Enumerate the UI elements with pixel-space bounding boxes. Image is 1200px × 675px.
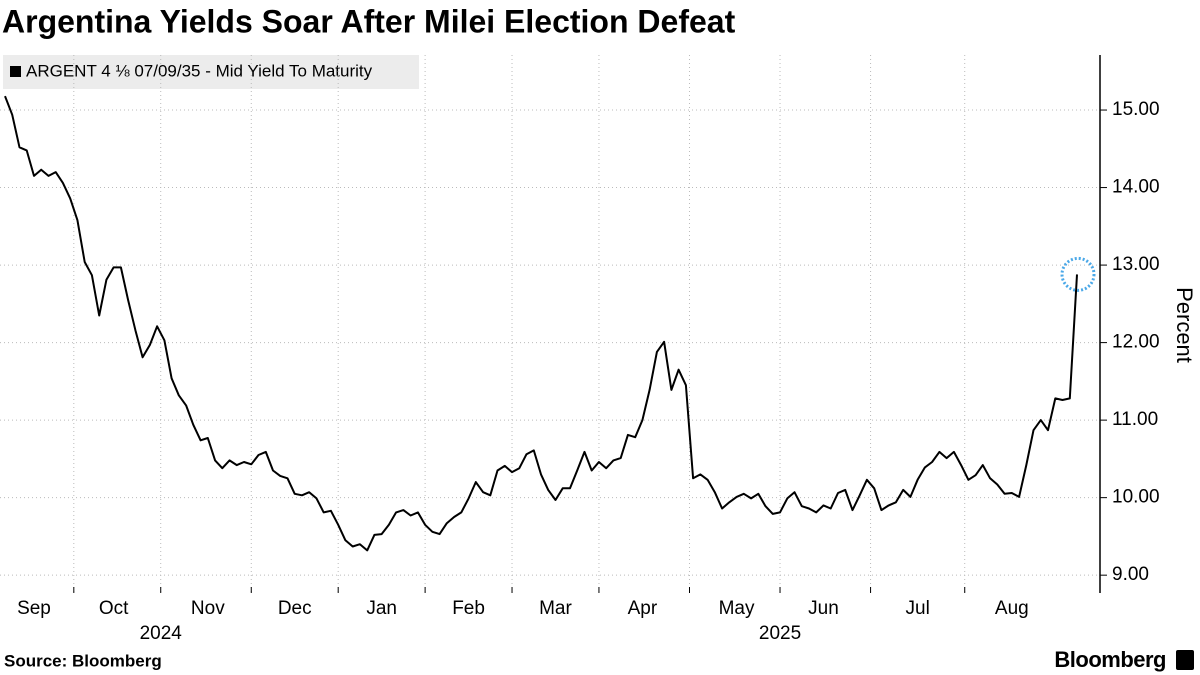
- x-tick-label: Jul: [906, 598, 930, 619]
- x-tick-label: Feb: [452, 598, 485, 619]
- legend-label: ARGENT 4 ⅛ 07/09/35 - Mid Yield To Matur…: [26, 61, 373, 80]
- last-point-marker: [1060, 256, 1096, 292]
- y-tick-label: 11.00: [1112, 409, 1158, 430]
- y-tick-label: 12.00: [1112, 332, 1160, 353]
- legend-box: [3, 55, 419, 89]
- y-tick-label: 10.00: [1112, 487, 1160, 508]
- x-tick-label: Jun: [808, 598, 839, 619]
- x-tick-label: Oct: [99, 598, 129, 619]
- x-tick-label: Apr: [628, 598, 658, 619]
- x-tick-label: May: [719, 598, 755, 619]
- brand: Bloomberg: [1054, 647, 1166, 672]
- y-axis-label: Percent: [1172, 287, 1197, 363]
- y-tick-label: 14.00: [1112, 177, 1160, 198]
- legend-swatch: [10, 66, 21, 77]
- chart-title: Argentina Yields Soar After Milei Electi…: [2, 3, 736, 39]
- x-tick-label: Mar: [539, 598, 572, 619]
- y-tick-label: 9.00: [1112, 564, 1149, 585]
- x-tick-label: Nov: [191, 598, 225, 619]
- brand-icon: [1176, 650, 1194, 670]
- y-tick-label: 13.00: [1112, 254, 1160, 275]
- year-label: 2025: [759, 623, 801, 644]
- x-tick-label: Dec: [278, 598, 312, 619]
- x-tick-label: Aug: [995, 598, 1029, 619]
- line: [4, 95, 1078, 552]
- x-tick-label: Sep: [17, 598, 51, 619]
- year-label: 2024: [140, 623, 183, 644]
- x-tick-label: Jan: [366, 598, 397, 619]
- y-tick-label: 15.00: [1112, 99, 1160, 120]
- source: Source: Bloomberg: [4, 651, 162, 670]
